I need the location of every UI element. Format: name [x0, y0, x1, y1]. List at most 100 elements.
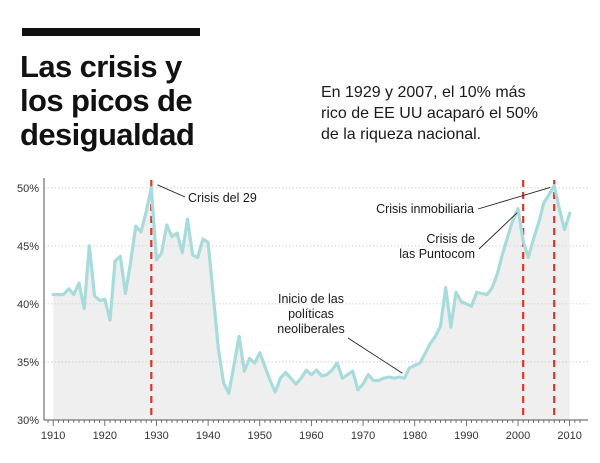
- data-point-1970: [362, 383, 365, 386]
- x-tick-label: 2010: [557, 430, 581, 442]
- data-point-1925: [129, 261, 132, 264]
- data-point-1991: [470, 305, 473, 308]
- subtitle: En 1929 y 2007, el 10% más rico de EE UU…: [321, 82, 591, 145]
- data-point-1989: [460, 300, 463, 303]
- data-point-1964: [331, 369, 334, 372]
- data-point-1923: [119, 255, 122, 258]
- data-point-1926: [134, 225, 137, 228]
- data-point-1928: [145, 211, 148, 214]
- data-point-1922: [114, 259, 117, 262]
- data-point-1914: [72, 293, 75, 296]
- data-point-1975: [387, 376, 390, 379]
- x-tick-label: 1960: [299, 430, 323, 442]
- subtitle-line-2: rico de EE UU acaparó el 50%: [321, 105, 538, 122]
- data-point-1951: [263, 365, 266, 368]
- annotation-label: políticas: [288, 307, 334, 321]
- data-point-1999: [511, 219, 514, 222]
- data-point-1966: [341, 377, 344, 380]
- data-point-1985: [439, 325, 442, 328]
- data-point-1954: [279, 377, 282, 380]
- data-point-1978: [403, 377, 406, 380]
- y-tick-label: 40%: [17, 299, 39, 311]
- data-point-1915: [78, 282, 81, 285]
- headline-line-2: los picos de: [20, 83, 193, 118]
- subtitle-line-1: En 1929 y 2007, el 10% más: [321, 84, 526, 101]
- data-point-1972: [372, 379, 375, 382]
- annotation-label: Crisis inmobiliaria: [376, 202, 474, 216]
- data-point-1976: [393, 377, 396, 380]
- y-tick-label: 35%: [17, 357, 39, 369]
- data-point-1936: [186, 218, 189, 221]
- data-point-1993: [480, 292, 483, 295]
- data-point-1990: [465, 302, 468, 305]
- data-point-1916: [83, 307, 86, 310]
- data-point-1963: [325, 373, 328, 376]
- data-point-2003: [532, 237, 535, 240]
- data-point-2004: [537, 221, 540, 224]
- data-point-1935: [181, 251, 184, 254]
- data-point-1917: [88, 244, 91, 247]
- data-point-1961: [315, 369, 318, 372]
- data-point-2001: [522, 240, 525, 243]
- data-point-2002: [527, 256, 530, 259]
- leader-crisis-29: [157, 184, 186, 198]
- leader-crisis-inmobiliaria: [477, 187, 551, 210]
- x-tick-label: 1970: [351, 430, 375, 442]
- data-point-1995: [491, 286, 494, 289]
- data-point-1937: [191, 254, 194, 257]
- data-point-1929: [150, 186, 153, 189]
- data-point-1980: [413, 364, 416, 367]
- data-point-2008: [558, 207, 561, 210]
- headline-line-1: Las crisis y: [20, 49, 182, 84]
- data-point-1967: [346, 373, 349, 376]
- annotation-label: las Puntocom: [399, 247, 475, 261]
- data-point-1946: [238, 335, 241, 338]
- data-point-2007: [553, 184, 556, 187]
- data-point-1919: [98, 299, 101, 302]
- data-point-1913: [67, 287, 70, 290]
- x-tick-label: 1940: [196, 430, 220, 442]
- data-point-1992: [475, 291, 478, 294]
- data-point-1944: [227, 392, 230, 395]
- data-point-1997: [501, 253, 504, 256]
- annotation-label: Crisis de: [426, 232, 475, 246]
- data-point-1948: [248, 357, 251, 360]
- subtitle-line-3: de la riqueza nacional.: [321, 126, 482, 143]
- data-point-1941: [212, 294, 215, 297]
- y-tick-label: 45%: [17, 241, 39, 253]
- data-point-1998: [506, 235, 509, 238]
- data-point-1962: [320, 374, 323, 377]
- x-tick-label: 1920: [93, 430, 117, 442]
- data-point-1953: [274, 391, 277, 394]
- x-tick-label: 1980: [402, 430, 426, 442]
- data-point-1911: [57, 293, 60, 296]
- data-point-1987: [449, 326, 452, 329]
- data-point-1986: [444, 286, 447, 289]
- data-point-2010: [568, 212, 571, 215]
- x-tick-label: 1950: [248, 430, 272, 442]
- data-point-1940: [207, 241, 210, 244]
- data-point-1965: [336, 362, 339, 365]
- data-point-1969: [356, 388, 359, 391]
- data-point-1982: [424, 352, 427, 355]
- data-point-2005: [542, 201, 545, 204]
- data-point-2000: [517, 207, 520, 210]
- data-point-1955: [284, 371, 287, 374]
- annotation-label: Inicio de las: [278, 292, 344, 306]
- y-tick-label: 30%: [17, 415, 39, 427]
- x-tick-label: 1930: [144, 430, 168, 442]
- area-fill: [53, 185, 570, 420]
- annotation-label: Crisis del 29: [188, 191, 257, 205]
- decorative-top-bar: [22, 28, 200, 36]
- data-point-1943: [222, 381, 225, 384]
- data-point-1956: [289, 377, 292, 380]
- data-point-1959: [305, 369, 308, 372]
- data-point-1918: [93, 294, 96, 297]
- data-point-1950: [258, 351, 261, 354]
- data-point-1968: [351, 370, 354, 373]
- data-point-1973: [377, 379, 380, 382]
- data-point-1960: [310, 373, 313, 376]
- series-line: [51, 183, 572, 395]
- x-tick-label: 2000: [506, 430, 530, 442]
- data-point-1912: [62, 293, 65, 296]
